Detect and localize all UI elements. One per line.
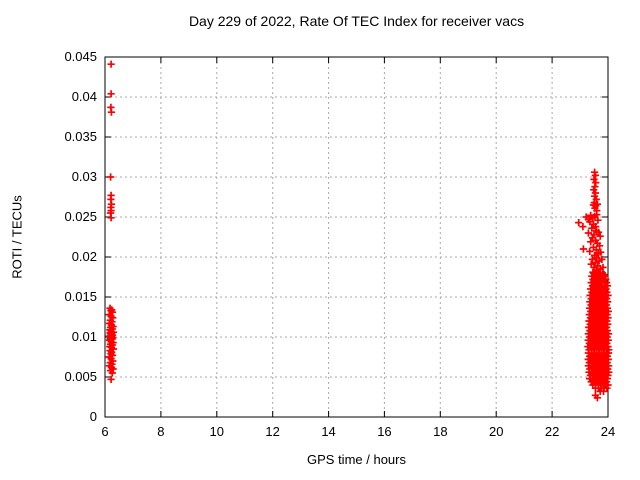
x-tick-label: 20 [488, 424, 504, 439]
y-tick-label: 0.01 [71, 329, 97, 344]
y-tick-label: 0 [89, 409, 97, 424]
x-tick-label: 18 [433, 424, 448, 439]
y-tick-label: 0.035 [64, 129, 97, 144]
y-tick-label: 0.025 [64, 209, 97, 224]
y-tick-label: 0.045 [64, 49, 97, 64]
gridlines [105, 57, 608, 417]
x-tick-label: 14 [321, 424, 336, 439]
y-axis-label: ROTI / TECUs [9, 195, 25, 279]
x-tick-label: 6 [101, 424, 109, 439]
x-tick-label: 8 [157, 424, 165, 439]
y-tick-label: 0.005 [64, 369, 97, 384]
axis-ticks [104, 56, 609, 418]
x-axis-label: GPS time / hours [307, 452, 406, 467]
y-tick-label: 0.04 [71, 89, 97, 104]
x-tick-label: 10 [209, 424, 224, 439]
y-tick-label: 0.02 [71, 249, 97, 264]
x-tick-label: 24 [600, 424, 616, 439]
chart-title: Day 229 of 2022, Rate Of TEC Index for r… [188, 13, 525, 29]
x-tick-label: 12 [265, 424, 280, 439]
y-tick-label: 0.03 [71, 169, 97, 184]
y-tick-label: 0.015 [64, 289, 97, 304]
x-tick-label: 16 [377, 424, 392, 439]
scatter-points-vacs [105, 60, 613, 402]
plot-border [104, 56, 609, 418]
x-tick-label: 22 [544, 424, 560, 439]
